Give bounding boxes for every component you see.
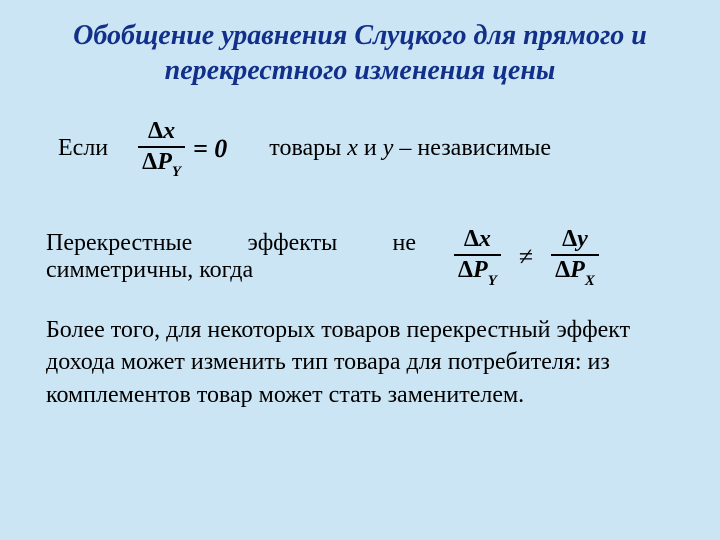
- slide: Обобщение уравнения Слуцкого для прямого…: [0, 0, 720, 540]
- asymmetry-formula: Δx ΔPY ≠ Δy ΔPX: [452, 227, 601, 288]
- slide-title: Обобщение уравнения Слуцкого для прямого…: [46, 18, 674, 89]
- not-equal-sign: ≠: [509, 242, 543, 271]
- fraction-dx-dpy-2: Δx ΔPY: [452, 227, 503, 288]
- fraction-dx-dpy: Δx ΔPY: [136, 119, 187, 180]
- asymmetry-text: Перекрестные эффекты не симметричны, ког…: [46, 230, 416, 284]
- fraction-dy-dpx: Δy ΔPX: [549, 227, 601, 288]
- slide-body: Если Δx ΔPY = 0 товары x и y – независим…: [46, 119, 674, 411]
- equals-zero: = 0: [187, 134, 233, 164]
- prefix-if: Если: [58, 135, 108, 162]
- asymmetry-row: Перекрестные эффекты не симметричны, ког…: [46, 227, 674, 288]
- independence-condition-row: Если Δx ΔPY = 0 товары x и y – независим…: [46, 119, 674, 180]
- fraction-denominator: ΔPY: [138, 148, 185, 179]
- independence-text: товары x и y – независимые: [269, 135, 551, 162]
- fraction-numerator: Δx: [138, 119, 185, 148]
- explanation-paragraph: Более того, для некоторых товаров перекр…: [46, 314, 674, 411]
